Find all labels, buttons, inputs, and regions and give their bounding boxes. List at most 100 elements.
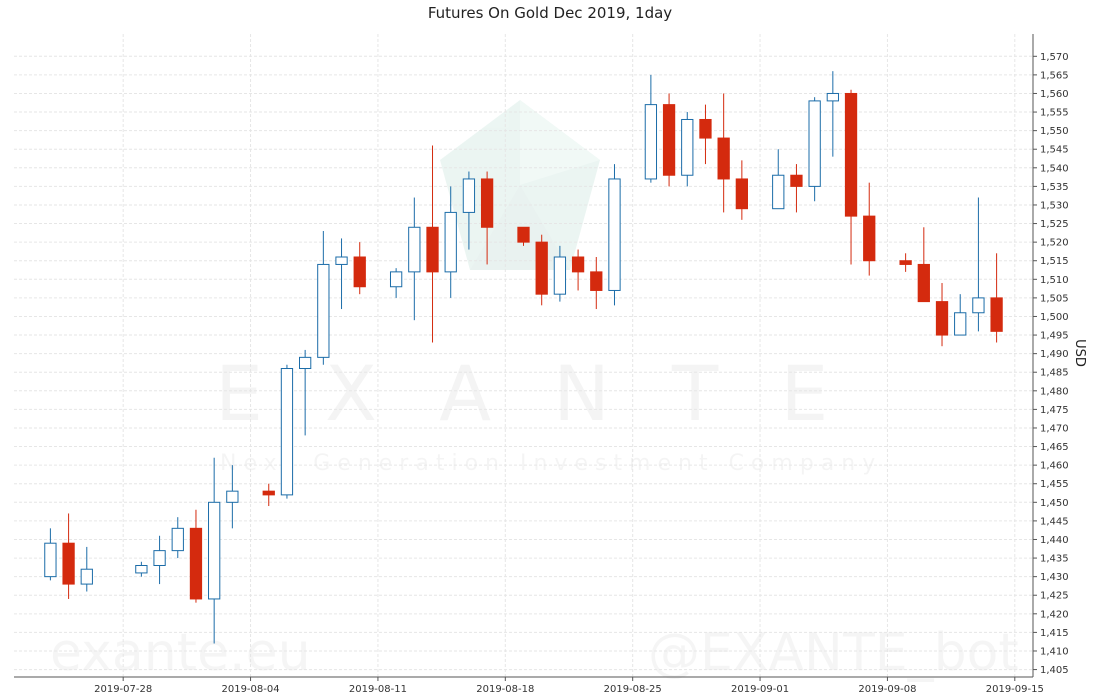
candle-body [171, 527, 184, 552]
candle [208, 457, 221, 644]
candle [189, 509, 203, 603]
candle [171, 517, 184, 559]
y-tick-label: 1,480 [1040, 386, 1069, 397]
y-tick-label: 1,560 [1040, 89, 1069, 100]
candle-body [717, 137, 730, 180]
watermark-brand: EXANTE [215, 349, 890, 438]
x-tick-label: 2019-08-18 [476, 684, 534, 695]
candle [444, 186, 457, 298]
candle-body [135, 564, 148, 574]
candle [571, 249, 585, 291]
y-tick-label: 1,495 [1040, 331, 1069, 342]
candle-body [389, 271, 403, 288]
x-tick-label: 2019-08-11 [349, 684, 407, 695]
candle-body [189, 527, 203, 600]
watermark: EXANTE Next Generation Investment Compan… [50, 100, 1019, 683]
candle [517, 226, 530, 246]
candle-body [735, 178, 748, 210]
candle-body [408, 226, 421, 273]
watermark-bot: @EXANTE_bot [648, 623, 1019, 683]
candle [462, 171, 476, 250]
candle-body [935, 301, 949, 336]
candle [935, 283, 949, 347]
y-tick-label: 1,410 [1040, 646, 1069, 657]
y-tick-label: 1,445 [1040, 516, 1069, 527]
y-tick-label: 1,415 [1040, 628, 1069, 639]
candle [662, 93, 676, 187]
candle [899, 253, 912, 272]
y-tick-label: 1,475 [1040, 405, 1069, 416]
y-tick-label: 1,490 [1040, 349, 1069, 360]
candle-body [790, 174, 803, 187]
y-tick-label: 1,515 [1040, 256, 1069, 267]
candle [44, 528, 57, 581]
x-tick-label: 2019-08-25 [604, 684, 662, 695]
candle-body [772, 174, 785, 210]
candle-body [863, 215, 876, 262]
candle [608, 164, 621, 306]
candle [353, 242, 366, 295]
y-tick-label: 1,460 [1040, 461, 1069, 472]
candle [535, 234, 548, 306]
candle [408, 197, 421, 321]
y-tick-label: 1,550 [1040, 126, 1069, 137]
candle [590, 257, 603, 310]
y-tick-label: 1,520 [1040, 238, 1069, 249]
y-tick-label: 1,405 [1040, 665, 1069, 676]
candle-body [681, 118, 694, 176]
candle [844, 89, 858, 265]
candle-body [44, 542, 57, 578]
candle-body [662, 104, 676, 176]
candle [772, 149, 785, 210]
candle-body [426, 226, 439, 273]
candle [317, 230, 330, 365]
candle [917, 227, 930, 303]
y-tick-label: 1,430 [1040, 572, 1069, 583]
y-tick-label: 1,440 [1040, 535, 1069, 546]
y-tick-label: 1,485 [1040, 368, 1069, 379]
x-tick-label: 2019-07-28 [94, 684, 152, 695]
candle [954, 294, 967, 336]
candle-body [808, 100, 821, 187]
y-tick-label: 1,540 [1040, 163, 1069, 174]
candle-body [517, 226, 530, 243]
y-tick-label: 1,470 [1040, 423, 1069, 434]
candle-body [844, 92, 858, 217]
candle-body [644, 104, 658, 180]
watermark-site: exante.eu [50, 623, 311, 683]
candle [226, 465, 239, 529]
candle [717, 93, 730, 213]
candle-body [153, 550, 166, 566]
candle [389, 268, 403, 298]
candle-body [335, 256, 348, 265]
candle-body [571, 256, 585, 273]
y-tick-label: 1,535 [1040, 182, 1069, 193]
candle-body [208, 501, 221, 600]
candle-body [899, 260, 912, 265]
x-tick-label: 2019-08-04 [221, 684, 279, 695]
candle-body [608, 178, 621, 291]
y-tick-label: 1,450 [1040, 498, 1069, 509]
candle-body [444, 211, 457, 273]
x-tick-label: 2019-09-01 [731, 684, 789, 695]
candles [44, 71, 1003, 644]
y-axis-label: USD [1072, 339, 1087, 367]
y-tick-label: 1,465 [1040, 442, 1069, 453]
candle-body [80, 568, 93, 585]
candle [480, 171, 494, 265]
candle [62, 513, 75, 599]
chart-title: Futures On Gold Dec 2019, 1day [428, 4, 672, 22]
x-tick-label: 2019-09-15 [986, 684, 1044, 695]
y-tick-label: 1,435 [1040, 554, 1069, 565]
candle [699, 104, 712, 165]
candle-body [535, 241, 548, 295]
candle-body [353, 256, 366, 288]
y-tick-label: 1,525 [1040, 219, 1069, 230]
candle [972, 197, 985, 332]
candle-body [62, 542, 75, 585]
y-tick-label: 1,545 [1040, 145, 1069, 156]
candle-body [972, 297, 985, 314]
candle [735, 160, 748, 220]
candle-body [262, 490, 275, 496]
candle [553, 245, 567, 302]
